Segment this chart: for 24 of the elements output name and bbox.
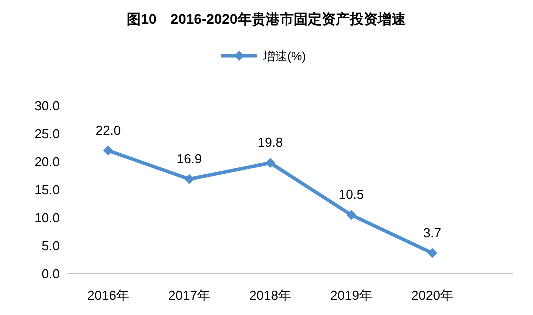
y-tick-label: 15.0 — [34, 182, 60, 198]
y-tick-label: 0.0 — [42, 266, 60, 282]
y-tick-label: 30.0 — [34, 98, 60, 114]
data-label: 16.9 — [176, 151, 202, 166]
y-tick-label: 5.0 — [42, 238, 60, 254]
x-tick-label: 2020年 — [412, 288, 454, 303]
x-tick-label: 2019年 — [330, 288, 372, 303]
x-tick-label: 2016年 — [88, 288, 130, 303]
point — [428, 248, 438, 258]
x-tick-label: 2018年 — [250, 288, 292, 303]
x-tick-label: 2017年 — [168, 288, 210, 303]
chart-title: 图10 2016-2020年贵港市固定资产投资增速 — [127, 11, 407, 27]
point — [104, 146, 114, 156]
data-label: 10.5 — [338, 187, 364, 202]
point — [266, 158, 276, 168]
y-tick-label: 25.0 — [34, 126, 60, 142]
data-label: 22.0 — [96, 122, 122, 138]
point — [346, 210, 356, 220]
y-tick-label: 20.0 — [34, 154, 60, 170]
data-label: 3.7 — [423, 225, 442, 240]
data-label: 19.8 — [258, 135, 284, 150]
legend-label: 增速(%) — [262, 50, 306, 64]
y-tick-label: 10.0 — [34, 210, 60, 226]
point — [184, 174, 194, 184]
